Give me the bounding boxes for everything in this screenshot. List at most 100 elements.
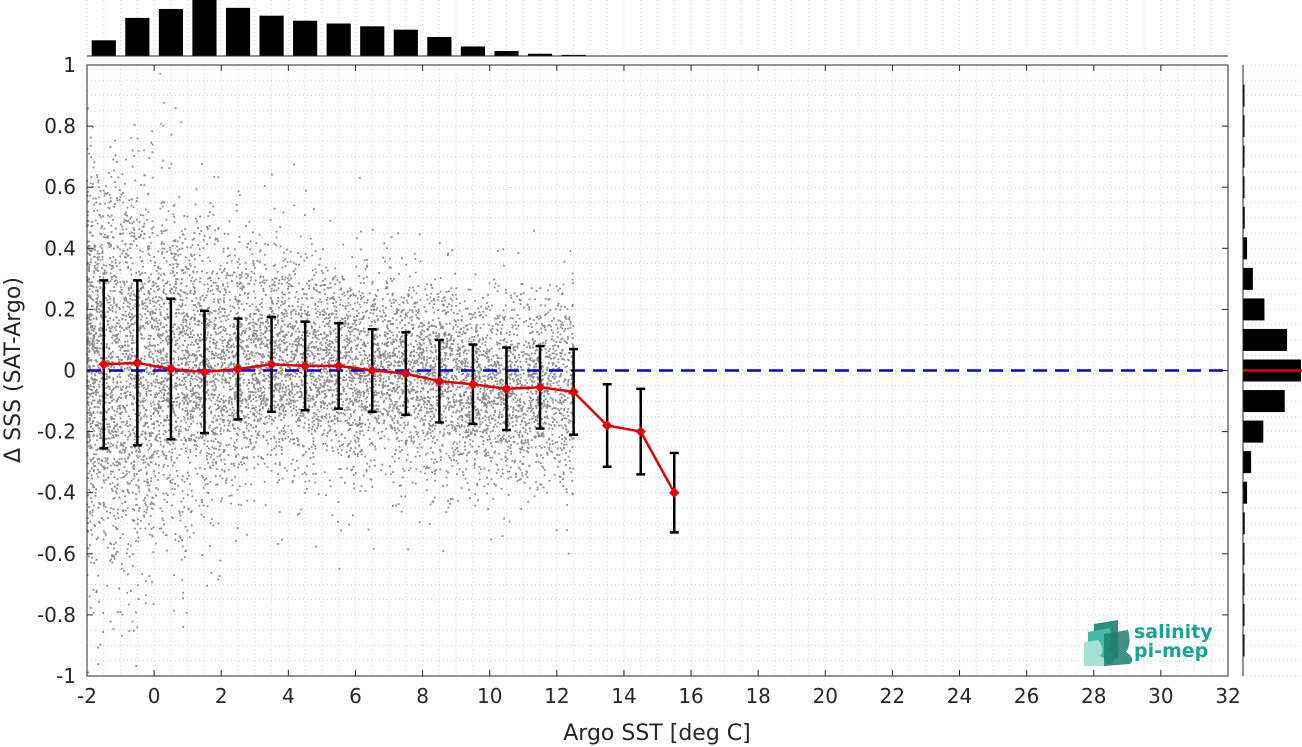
scatter-point [102, 236, 105, 238]
scatter-point [114, 203, 116, 205]
scatter-point [147, 281, 150, 283]
scatter-point [551, 352, 554, 355]
scatter-point [192, 420, 195, 423]
scatter-point [162, 292, 165, 294]
scatter-point [118, 412, 121, 415]
scatter-point [90, 342, 93, 345]
scatter-point [519, 415, 522, 418]
scatter-point [458, 433, 461, 436]
scatter-point [140, 233, 142, 236]
scatter-point [408, 286, 411, 289]
scatter-point [458, 348, 461, 351]
scatter-point [146, 481, 149, 484]
scatter-point [118, 458, 121, 461]
scatter-point [415, 314, 418, 317]
scatter-point [481, 417, 484, 420]
scatter-point [553, 424, 556, 426]
scatter-point [164, 431, 167, 433]
scatter-point [478, 378, 481, 381]
scatter-point [546, 452, 548, 455]
scatter-point [300, 312, 303, 315]
scatter-point [533, 420, 536, 423]
scatter-point [276, 316, 279, 319]
scatter-point [265, 439, 268, 442]
scatter-point [99, 322, 102, 325]
scatter-point [111, 481, 114, 484]
scatter-point [461, 402, 464, 404]
scatter-point [121, 228, 124, 231]
scatter-point [98, 308, 100, 311]
scatter-point [377, 342, 379, 345]
scatter-point [116, 464, 118, 467]
scatter-point [163, 359, 165, 361]
scatter-point [431, 319, 434, 322]
scatter-point [557, 384, 560, 387]
scatter-point [272, 348, 275, 351]
scatter-point [570, 411, 573, 414]
scatter-point [168, 283, 171, 286]
scatter-point [235, 432, 238, 435]
scatter-point [335, 379, 337, 382]
scatter-point [100, 314, 103, 316]
scatter-point [396, 400, 399, 403]
scatter-point [153, 338, 155, 340]
scatter-point [344, 357, 347, 360]
scatter-point [147, 373, 150, 376]
scatter-point [398, 484, 401, 487]
scatter-point [312, 372, 315, 375]
scatter-point [134, 303, 137, 306]
scatter-point [532, 414, 535, 417]
scatter-point [485, 452, 488, 455]
scatter-point [523, 344, 525, 347]
scatter-point [301, 303, 304, 306]
scatter-point [427, 321, 430, 324]
scatter-point [222, 374, 224, 376]
scatter-point [537, 422, 539, 425]
scatter-point [329, 282, 332, 285]
scatter-point [251, 354, 254, 357]
scatter-point [464, 367, 466, 370]
scatter-point [210, 380, 213, 383]
scatter-point [175, 388, 178, 391]
scatter-point [98, 367, 101, 370]
scatter-point [313, 384, 315, 387]
scatter-point [129, 353, 131, 356]
scatter-point [458, 335, 461, 337]
scatter-point [182, 272, 185, 275]
scatter-point [365, 354, 367, 357]
scatter-point [358, 396, 361, 399]
scatter-point [247, 395, 250, 398]
scatter-point [185, 388, 188, 391]
scatter-point [284, 265, 287, 268]
scatter-point [376, 336, 379, 338]
scatter-point [226, 285, 229, 288]
scatter-point [283, 312, 286, 315]
scatter-point [114, 154, 117, 157]
scatter-point [169, 246, 171, 249]
scatter-point [416, 343, 419, 346]
scatter-point [132, 491, 134, 494]
scatter-point [256, 259, 259, 262]
scatter-point [153, 344, 156, 347]
scatter-point [184, 380, 187, 383]
scatter-point [528, 399, 531, 402]
scatter-point [133, 364, 136, 367]
scatter-point [217, 226, 220, 229]
scatter-point [400, 355, 403, 358]
scatter-point [556, 367, 559, 370]
scatter-point [196, 445, 199, 448]
scatter-point [152, 226, 155, 229]
scatter-point [319, 311, 322, 314]
scatter-point [158, 336, 161, 339]
scatter-point [108, 201, 111, 204]
scatter-point [383, 359, 386, 361]
scatter-point [390, 323, 393, 325]
scatter-point [463, 365, 466, 367]
scatter-point [165, 549, 168, 552]
scatter-point [115, 461, 118, 464]
scatter-point [310, 388, 312, 391]
scatter-point [274, 400, 277, 403]
scatter-point [568, 391, 570, 394]
scatter-point [500, 439, 503, 442]
scatter-point [211, 393, 214, 396]
